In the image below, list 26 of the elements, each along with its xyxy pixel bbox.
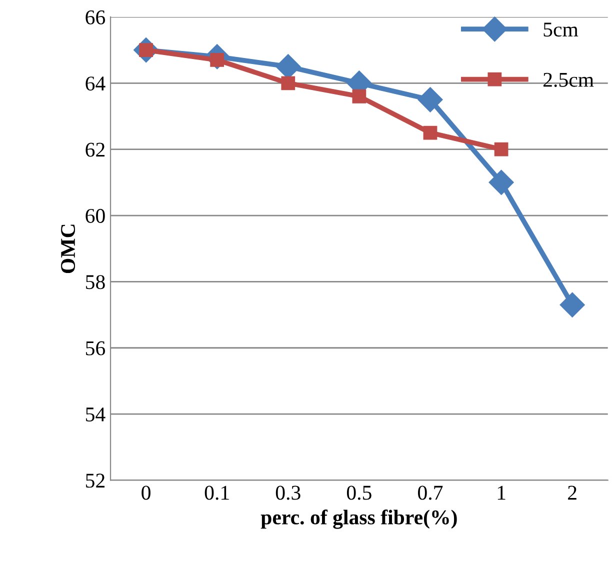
legend-label: 2.5cm [544,72,594,87]
point [494,142,508,156]
y-tick-label: 58 [86,275,105,290]
y-tick-label: 66 [86,10,106,24]
x-axis-title: perc. of glass fibre(%) [260,510,457,529]
x-tick-label: 0.7 [418,486,443,500]
legend-label: 5cm [544,22,578,37]
x-tick-label: 0.5 [346,486,372,500]
y-tick-label: 60 [86,208,105,223]
point [560,292,585,318]
y-tick-label: 54 [86,408,106,422]
x-tick-label: 0.1 [204,486,229,500]
x-tick-label: 1 [498,486,506,500]
point [418,87,443,112]
x-tick-label: 0 [142,486,150,500]
point [488,170,514,195]
y-tick-label: 64 [86,76,106,91]
y-tick-label: 52 [86,474,105,488]
point [281,76,296,90]
y-tick-label: 56 [86,341,106,356]
x-tick-label: 2 [568,486,576,500]
y-tick-label: 62 [86,142,105,157]
y-axis-title: OMC [61,224,76,274]
point [423,126,438,140]
point [352,89,366,104]
x-tick-label: 0.3 [276,486,300,500]
